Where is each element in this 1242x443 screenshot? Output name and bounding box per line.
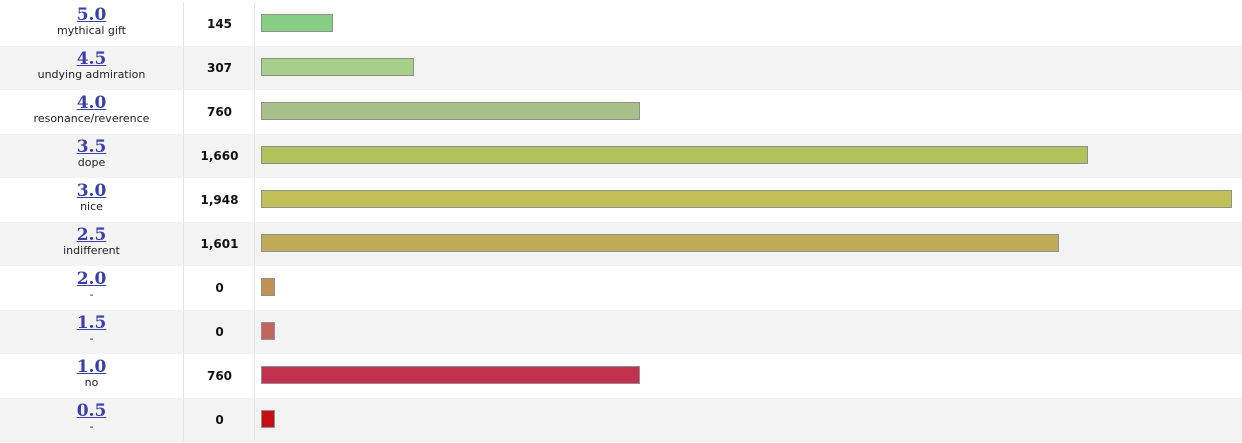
rating-value-link[interactable]: 2.5 xyxy=(76,225,107,245)
rating-description: resonance/reverence xyxy=(33,112,150,125)
rating-count-bar xyxy=(261,14,333,32)
rating-cell: 1.5- xyxy=(0,310,184,354)
rating-description: undying admiration xyxy=(37,68,146,81)
rating-row: 4.5 undying admiration 307 xyxy=(0,46,1242,90)
bar-cell xyxy=(256,134,1242,178)
rating-count-bar xyxy=(261,234,1059,252)
rating-count-bar xyxy=(261,146,1088,164)
bar-cell xyxy=(256,46,1242,90)
rating-description: mythical gift xyxy=(57,24,126,37)
rating-count: 307 xyxy=(185,46,255,90)
rating-count-bar xyxy=(261,58,414,76)
rating-count: 145 xyxy=(185,2,255,46)
rating-count: 760 xyxy=(185,354,255,398)
rating-description: indifferent xyxy=(63,244,120,257)
rating-value-link[interactable]: 0.5 xyxy=(76,401,107,421)
rating-cell: 2.0- xyxy=(0,266,184,310)
rating-value-link[interactable]: 3.5 xyxy=(76,137,107,157)
rating-count-bar xyxy=(261,102,640,120)
rating-row: 5.0 mythical gift 145 xyxy=(0,2,1242,46)
rating-cell: 4.5 undying admiration xyxy=(0,46,184,90)
rating-count-bar xyxy=(261,278,275,296)
bar-cell xyxy=(256,354,1242,398)
rating-count: 0 xyxy=(185,398,255,442)
rating-cell: 0.5- xyxy=(0,398,184,442)
rating-value-link[interactable]: 1.0 xyxy=(76,357,107,377)
rating-count: 760 xyxy=(185,90,255,134)
rating-cell: 1.0 no xyxy=(0,354,184,398)
rating-count: 1,948 xyxy=(185,178,255,222)
rating-row: 2.0-0 xyxy=(0,266,1242,310)
rating-row: 4.0 resonance/reverence 760 xyxy=(0,90,1242,134)
rating-count-bar xyxy=(261,410,275,428)
bar-cell xyxy=(256,310,1242,354)
rating-value-link[interactable]: 1.5 xyxy=(76,313,107,333)
bar-cell xyxy=(256,90,1242,134)
rating-cell: 3.0 nice xyxy=(0,178,184,222)
rating-value-link[interactable]: 5.0 xyxy=(76,5,107,25)
rating-description: dope xyxy=(77,156,106,169)
rating-cell: 2.5 indifferent xyxy=(0,222,184,266)
rating-count: 1,601 xyxy=(185,222,255,266)
rating-description: no xyxy=(84,376,99,389)
rating-value-link[interactable]: 3.0 xyxy=(76,181,107,201)
rating-row: 3.5 dope 1,660 xyxy=(0,134,1242,178)
rating-cell: 4.0 resonance/reverence xyxy=(0,90,184,134)
rating-row: 1.0 no 760 xyxy=(0,354,1242,398)
bar-cell xyxy=(256,266,1242,310)
bar-cell xyxy=(256,178,1242,222)
rating-value-link[interactable]: 2.0 xyxy=(76,269,107,289)
bar-cell xyxy=(256,2,1242,46)
rating-count-bar xyxy=(261,322,275,340)
rating-count-bar xyxy=(261,366,640,384)
rating-row: 2.5 indifferent 1,601 xyxy=(0,222,1242,266)
rating-description: - xyxy=(89,420,94,433)
rating-cell: 3.5 dope xyxy=(0,134,184,178)
rating-description: - xyxy=(89,288,94,301)
rating-description: nice xyxy=(80,200,103,213)
bar-cell xyxy=(256,222,1242,266)
rating-count-bar xyxy=(261,190,1232,208)
rating-value-link[interactable]: 4.5 xyxy=(76,49,107,69)
rating-description: - xyxy=(89,332,94,345)
rating-row: 1.5-0 xyxy=(0,310,1242,354)
rating-count: 0 xyxy=(185,310,255,354)
rating-count: 0 xyxy=(185,266,255,310)
rating-cell: 5.0 mythical gift xyxy=(0,2,184,46)
rating-row: 0.5-0 xyxy=(0,398,1242,442)
bar-cell xyxy=(256,398,1242,442)
rating-row: 3.0 nice 1,948 xyxy=(0,178,1242,222)
rating-value-link[interactable]: 4.0 xyxy=(76,93,107,113)
rating-count: 1,660 xyxy=(185,134,255,178)
